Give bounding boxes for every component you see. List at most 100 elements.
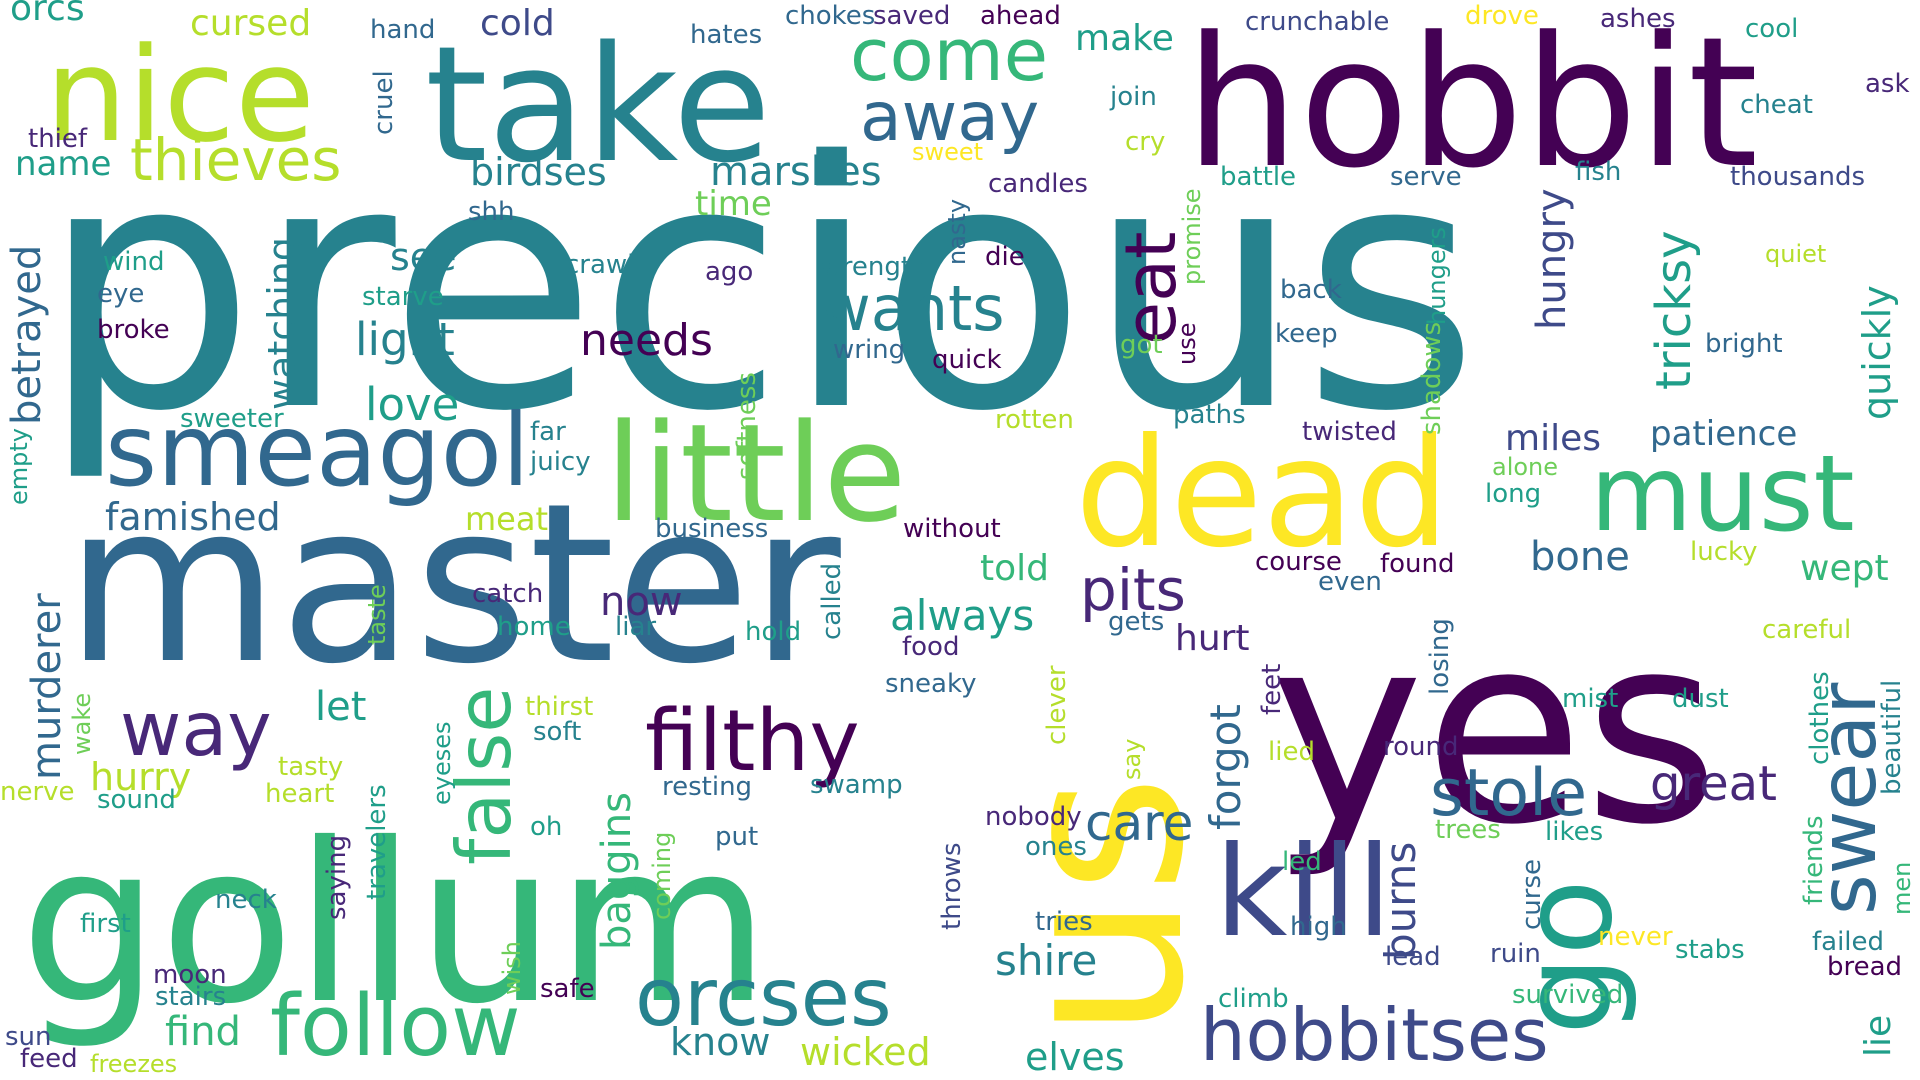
word-dust: dust xyxy=(1672,684,1729,714)
word-neck: neck xyxy=(215,885,277,915)
word-feet: feet xyxy=(1257,664,1287,715)
word-never: never xyxy=(1598,922,1673,952)
word-precious: precious xyxy=(40,90,1479,486)
word-cruel: cruel xyxy=(369,70,399,135)
word-wept: wept xyxy=(1800,548,1889,589)
word-called: called xyxy=(817,563,847,640)
word-know: know xyxy=(670,1020,770,1064)
word-care: care xyxy=(1085,794,1193,852)
word-eat: eat xyxy=(1110,232,1192,345)
word-cry: cry xyxy=(1125,127,1165,157)
word-hungry: hungry xyxy=(1529,188,1575,330)
word-tries: tries xyxy=(1035,907,1093,937)
word-nice: nice xyxy=(45,19,315,171)
word-baggins: baggins xyxy=(594,792,640,950)
word-must: must xyxy=(1590,433,1855,555)
word-dead: dead xyxy=(1075,407,1450,581)
word-hand: hand xyxy=(370,15,435,45)
word-put: put xyxy=(715,822,758,852)
word-sun: sun xyxy=(5,1022,52,1052)
word-crawl: crawl xyxy=(565,250,634,280)
word-see: see xyxy=(390,235,457,279)
word-oh: oh xyxy=(530,812,562,842)
word-losing: losing xyxy=(1425,618,1455,695)
word-careful: careful xyxy=(1762,615,1851,645)
word-hold: hold xyxy=(745,617,801,647)
word-ruin: ruin xyxy=(1490,939,1541,969)
word-saying: saying xyxy=(322,835,352,920)
word-softness: softness xyxy=(732,372,762,480)
word-likes: likes xyxy=(1545,817,1603,847)
word-chokes: chokes xyxy=(785,1,875,31)
word-food: food xyxy=(902,632,959,662)
word-love: love xyxy=(365,378,459,431)
word-master: master xyxy=(65,456,841,712)
word-gollum: gollum xyxy=(20,796,770,1052)
word-birdses: birdses xyxy=(470,150,607,194)
word-high: high xyxy=(1290,912,1347,942)
word-let: let xyxy=(315,684,366,730)
word-bread: bread xyxy=(1827,952,1902,982)
word-coming: coming xyxy=(648,832,676,920)
word-yes: yes xyxy=(1270,580,1719,882)
word-failed: failed xyxy=(1812,927,1884,957)
word-tasty: tasty xyxy=(278,752,343,782)
word-curse: curse xyxy=(1517,859,1547,930)
word-name: name xyxy=(15,144,111,184)
word-cold: cold xyxy=(480,3,555,44)
word-rotten: rotten xyxy=(995,405,1074,435)
word-men: men xyxy=(1888,862,1916,915)
word-ashes: ashes xyxy=(1600,4,1676,34)
word-elves: elves xyxy=(1025,1035,1125,1079)
word-hobbit: hobbit xyxy=(1185,0,1758,208)
word-nerve: nerve xyxy=(0,777,75,807)
word-great: great xyxy=(1650,756,1777,812)
word-always: always xyxy=(890,591,1034,640)
word-go: go xyxy=(1495,879,1640,1035)
word-resting: resting xyxy=(662,772,752,802)
word-bone: bone xyxy=(1530,534,1630,580)
word-home: home xyxy=(497,612,571,642)
word-empty: empty xyxy=(5,428,33,505)
word-far: far xyxy=(530,417,566,447)
word-throws: throws xyxy=(937,842,967,930)
word-miles: miles xyxy=(1505,418,1601,459)
word-forgot: forgot xyxy=(1201,704,1250,830)
word-hates: hates xyxy=(690,20,762,50)
word-beautiful: beautiful xyxy=(1877,680,1907,795)
word-shire: shire xyxy=(995,936,1097,985)
word-strength: strength xyxy=(818,252,928,282)
word-trees: trees xyxy=(1435,815,1501,845)
word-cursed: cursed xyxy=(190,3,311,44)
word-pits: pits xyxy=(1080,556,1186,624)
word-nobody: nobody xyxy=(985,802,1082,832)
word-orcses: orcses xyxy=(635,951,892,1044)
word-long: long xyxy=(1485,479,1541,509)
word-watching: watching xyxy=(260,237,304,410)
word-us: us xyxy=(968,774,1235,1040)
word-bright: bright xyxy=(1705,329,1783,359)
word-use: use xyxy=(1173,323,1201,365)
word-freezes: freezes xyxy=(90,1050,177,1078)
word-thirst: thirst xyxy=(525,692,593,722)
word-moon: moon xyxy=(153,960,227,990)
word-lead: lead xyxy=(1385,942,1441,972)
word-liar: liar xyxy=(615,612,656,642)
word-hurry: hurry xyxy=(90,755,191,799)
word-quiet: quiet xyxy=(1765,240,1826,268)
word-climb: climb xyxy=(1218,984,1289,1014)
word-lucky: lucky xyxy=(1690,537,1758,567)
word-found: found xyxy=(1380,549,1455,579)
word-ask: ask xyxy=(1865,69,1910,99)
word-false: false xyxy=(440,687,528,865)
word-stairs: stairs xyxy=(155,982,226,1012)
word-quickly: quickly xyxy=(1855,285,1899,420)
word-take: take xyxy=(425,11,771,198)
word-smeagol: smeagol xyxy=(105,392,530,509)
word-time: time xyxy=(695,184,772,224)
word-sweet: sweet xyxy=(912,138,983,166)
word-murderer: murderer xyxy=(24,593,70,780)
word-sweeter: sweeter xyxy=(180,404,284,434)
word-heart: heart xyxy=(265,779,334,809)
word-kill: kill xyxy=(1215,820,1392,965)
